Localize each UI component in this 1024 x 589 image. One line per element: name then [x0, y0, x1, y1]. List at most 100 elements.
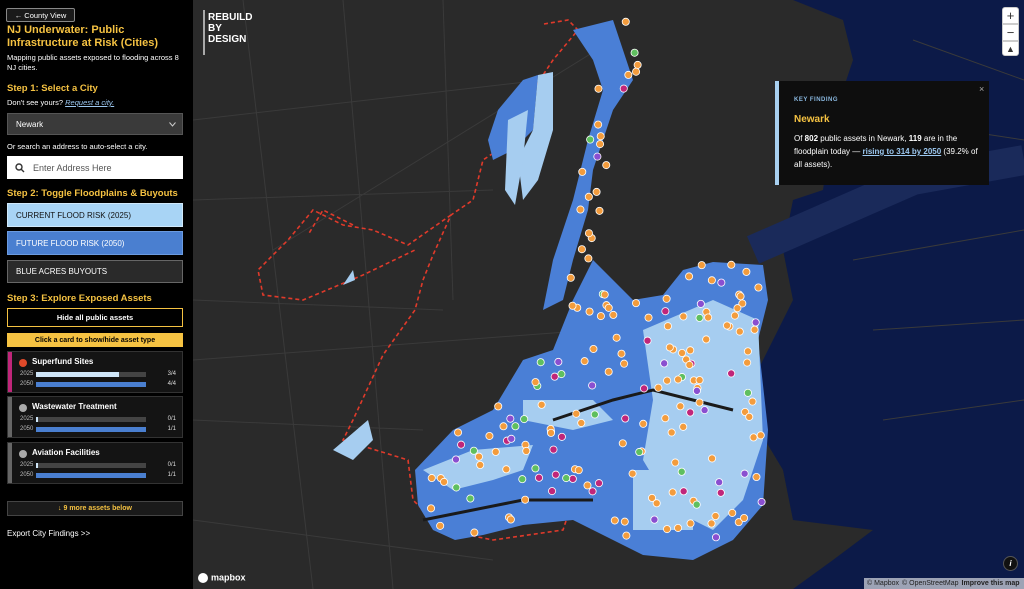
- asset-point[interactable]: [522, 446, 531, 455]
- asset-point[interactable]: [451, 455, 460, 464]
- asset-point[interactable]: [549, 445, 558, 454]
- asset-point[interactable]: [602, 161, 611, 170]
- attribution-item[interactable]: © OpenStreetMap: [902, 580, 959, 587]
- asset-point[interactable]: [454, 428, 463, 437]
- asset-point[interactable]: [648, 493, 657, 502]
- asset-point[interactable]: [622, 531, 631, 540]
- asset-point[interactable]: [457, 440, 466, 449]
- asset-card[interactable]: Superfund Sites 2025 3/4 2050 4/4: [7, 351, 183, 393]
- asset-point[interactable]: [740, 469, 749, 478]
- asset-point[interactable]: [677, 467, 686, 476]
- asset-point[interactable]: [704, 313, 713, 322]
- asset-point[interactable]: [537, 400, 546, 409]
- asset-point[interactable]: [550, 372, 559, 381]
- asset-point[interactable]: [594, 120, 603, 129]
- asset-point[interactable]: [733, 304, 742, 313]
- asset-point[interactable]: [557, 432, 566, 441]
- asset-point[interactable]: [536, 358, 545, 367]
- asset-point[interactable]: [593, 152, 602, 161]
- asset-point[interactable]: [499, 422, 508, 431]
- asset-point[interactable]: [531, 464, 540, 473]
- asset-point[interactable]: [707, 519, 716, 528]
- asset-point[interactable]: [588, 487, 597, 496]
- address-input[interactable]: Enter Address Here: [7, 156, 183, 179]
- asset-point[interactable]: [427, 474, 436, 483]
- asset-point[interactable]: [474, 452, 483, 461]
- asset-point[interactable]: [610, 516, 619, 525]
- asset-card[interactable]: Aviation Facilities 2025 0/1 2050 1/1: [7, 442, 183, 484]
- asset-point[interactable]: [751, 318, 760, 327]
- asset-point[interactable]: [663, 376, 672, 385]
- asset-point[interactable]: [742, 267, 751, 276]
- asset-point[interactable]: [609, 310, 618, 319]
- asset-point[interactable]: [630, 48, 639, 57]
- asset-point[interactable]: [469, 446, 478, 455]
- asset-point[interactable]: [596, 132, 605, 141]
- asset-point[interactable]: [494, 402, 503, 411]
- asset-point[interactable]: [685, 272, 694, 281]
- asset-point[interactable]: [596, 140, 605, 149]
- asset-point[interactable]: [661, 414, 670, 423]
- asset-point[interactable]: [585, 307, 594, 316]
- asset-point[interactable]: [702, 335, 711, 344]
- asset-point[interactable]: [595, 206, 604, 215]
- asset-point[interactable]: [686, 408, 695, 417]
- asset-point[interactable]: [661, 307, 670, 316]
- asset-point[interactable]: [566, 273, 575, 282]
- asset-point[interactable]: [756, 431, 765, 440]
- city-select[interactable]: Newark: [7, 113, 183, 135]
- asset-point[interactable]: [520, 415, 529, 424]
- asset-point[interactable]: [745, 412, 754, 421]
- asset-point[interactable]: [723, 321, 732, 330]
- asset-point[interactable]: [676, 402, 685, 411]
- asset-point[interactable]: [685, 360, 694, 369]
- asset-point[interactable]: [679, 422, 688, 431]
- asset-point[interactable]: [506, 515, 515, 524]
- asset-point[interactable]: [728, 508, 737, 517]
- asset-point[interactable]: [600, 290, 609, 299]
- asset-point[interactable]: [711, 512, 720, 521]
- asset-point[interactable]: [752, 473, 761, 482]
- asset-point[interactable]: [584, 254, 593, 263]
- asset-point[interactable]: [621, 17, 630, 26]
- asset-point[interactable]: [596, 312, 605, 321]
- asset-point[interactable]: [583, 481, 592, 490]
- asset-card[interactable]: Wastewater Treatment 2025 0/1 2050 1/1: [7, 396, 183, 438]
- asset-point[interactable]: [631, 299, 640, 308]
- asset-point[interactable]: [754, 283, 763, 292]
- asset-point[interactable]: [604, 367, 613, 376]
- more-button[interactable]: ↓ 9 more assets below: [7, 501, 183, 516]
- asset-point[interactable]: [686, 519, 695, 528]
- hide-assets-button[interactable]: Hide all public assets: [7, 308, 183, 327]
- asset-point[interactable]: [674, 375, 683, 384]
- asset-point[interactable]: [650, 515, 659, 524]
- asset-point[interactable]: [589, 344, 598, 353]
- compass[interactable]: ▲: [1002, 41, 1019, 56]
- asset-point[interactable]: [730, 311, 739, 320]
- asset-point[interactable]: [662, 294, 671, 303]
- asset-point[interactable]: [734, 518, 743, 527]
- asset-point[interactable]: [620, 359, 629, 368]
- asset-point[interactable]: [748, 397, 757, 406]
- asset-point[interactable]: [506, 414, 515, 423]
- asset-point[interactable]: [586, 135, 595, 144]
- asset-point[interactable]: [580, 357, 589, 366]
- asset-point[interactable]: [621, 414, 630, 423]
- asset-point[interactable]: [440, 477, 449, 486]
- asset-point[interactable]: [476, 460, 485, 469]
- asset-point[interactable]: [757, 497, 766, 506]
- asset-point[interactable]: [707, 276, 716, 285]
- asset-point[interactable]: [618, 439, 627, 448]
- asset-point[interactable]: [665, 343, 674, 352]
- asset-point[interactable]: [574, 466, 583, 475]
- asset-point[interactable]: [604, 303, 613, 312]
- asset-point[interactable]: [619, 84, 628, 93]
- asset-point[interactable]: [491, 447, 500, 456]
- asset-point[interactable]: [427, 504, 436, 513]
- asset-point[interactable]: [668, 488, 677, 497]
- asset-point[interactable]: [635, 448, 644, 457]
- asset-point[interactable]: [584, 229, 593, 238]
- asset-point[interactable]: [652, 499, 661, 508]
- zoom-out[interactable]: −: [1002, 24, 1019, 41]
- toggle-future[interactable]: FUTURE FLOOD RISK (2050): [7, 231, 183, 255]
